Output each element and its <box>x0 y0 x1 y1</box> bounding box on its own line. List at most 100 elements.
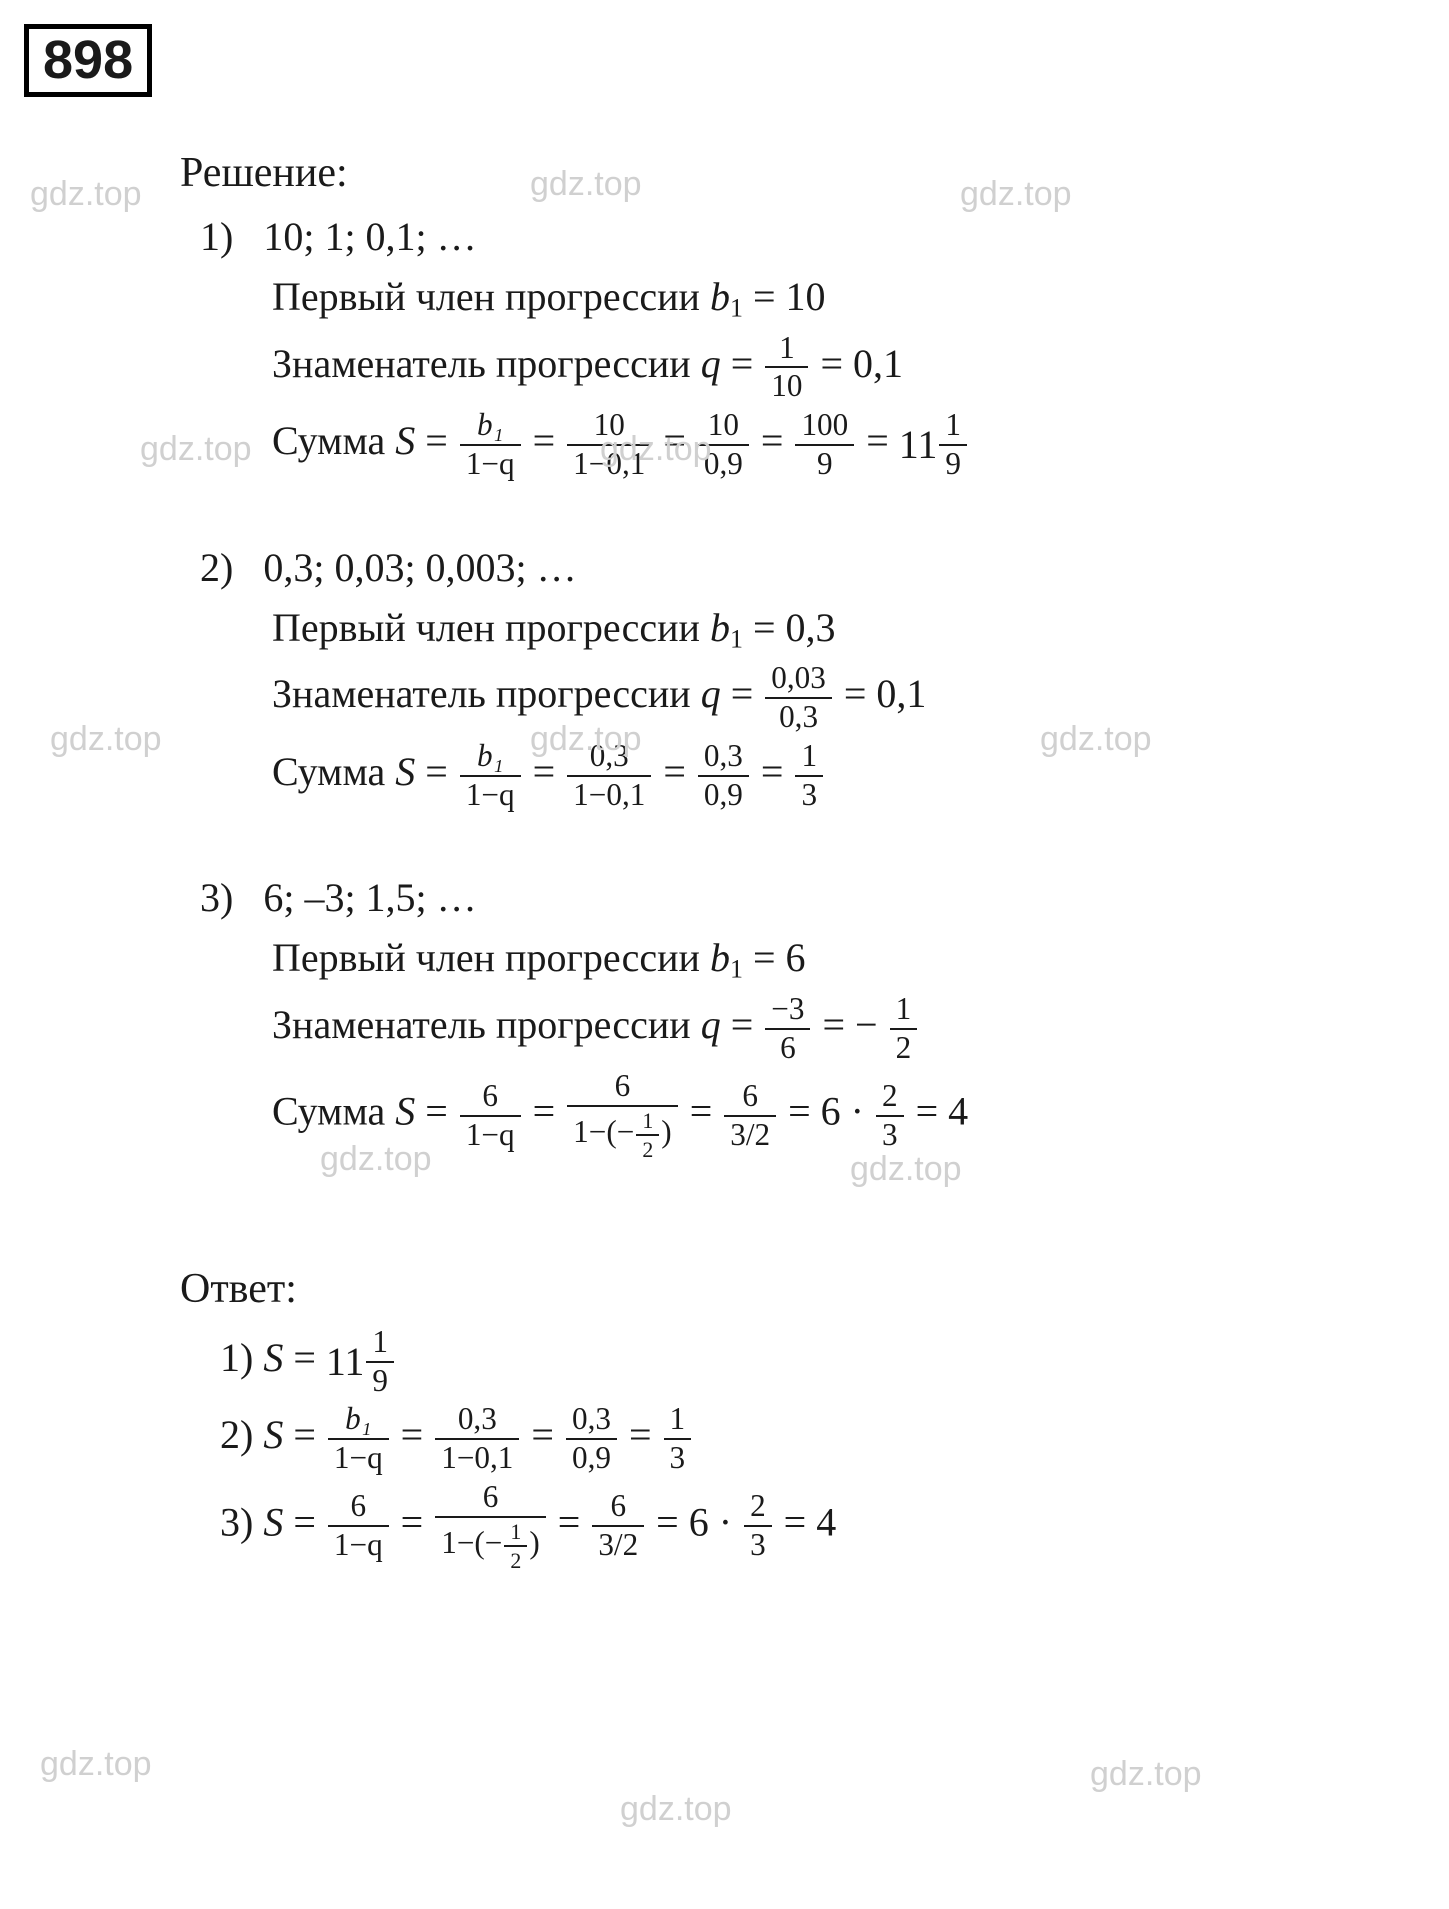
solution-item-3: 3) 6; –3; 1,5; … Первый член прогрессии … <box>200 871 1419 1161</box>
final-result: = 4 <box>916 1089 969 1134</box>
fraction-den: 6 <box>765 1030 810 1065</box>
answer-block: Ответ: 1) S = 1119 2) S = b₁1−q = 0,31−0… <box>180 1261 1419 1571</box>
b1-value: = 0,3 <box>753 605 836 650</box>
b1-var: b <box>710 274 730 319</box>
fraction-den: 1−q <box>328 1440 389 1475</box>
eq: = <box>731 341 764 386</box>
fraction-num: 1 <box>765 332 808 369</box>
fraction-num: b₁ <box>345 1401 371 1436</box>
answer-list: 1) S = 1119 2) S = b₁1−q = 0,31−0,1 = 0,… <box>220 1326 1419 1572</box>
fraction-num: −3 <box>765 993 810 1030</box>
fraction-num: 0,03 <box>765 662 832 699</box>
fraction-den: 1−(−12) <box>567 1107 678 1161</box>
final-result: = 4 <box>784 1499 837 1544</box>
fraction: 100,9 <box>698 409 749 481</box>
fraction-den: 1−0,1 <box>435 1440 519 1475</box>
s-var: S <box>395 1089 415 1134</box>
fraction-num: 6 <box>567 1070 678 1107</box>
fraction-den: 3/2 <box>592 1527 644 1562</box>
first-term-text: Первый член прогрессии <box>272 935 710 980</box>
fraction-num: 6 <box>435 1481 546 1518</box>
fraction-num: 2 <box>744 1490 772 1527</box>
eq: = <box>731 1002 764 1047</box>
b1-value: = 10 <box>753 274 826 319</box>
fraction: 6 1−(−12) <box>567 1070 678 1161</box>
watermark: gdz.top <box>50 720 162 759</box>
q-var: q <box>701 341 721 386</box>
fraction-den: 3 <box>876 1117 904 1152</box>
fraction-num: 6 <box>328 1490 389 1527</box>
fraction-den: 1−q <box>328 1527 389 1562</box>
fraction-den: 0,3 <box>765 699 832 734</box>
fraction-num: 0,3 <box>567 740 651 777</box>
problem-number-box: 898 <box>24 24 152 97</box>
b1-sub: 1 <box>730 294 743 323</box>
fraction: 0,31−0,1 <box>567 740 651 812</box>
s-var: S <box>395 418 415 463</box>
page: gdz.top gdz.top gdz.top gdz.top gdz.top … <box>0 0 1449 1909</box>
paren-close: ) <box>661 1114 671 1149</box>
item-number: 2) <box>200 545 233 590</box>
q-result: = 0,1 <box>820 341 903 386</box>
paren-close: ) <box>529 1525 539 1560</box>
q-var: q <box>701 1002 721 1047</box>
dot-product: = 6 · <box>656 1499 742 1544</box>
fraction: b₁1−q <box>460 409 521 481</box>
solution-item-2: 2) 0,3; 0,03; 0,003; … Первый член прогр… <box>200 541 1419 812</box>
b1-sub: 1 <box>730 955 743 984</box>
fraction: 12 <box>890 993 918 1065</box>
fraction: 19 <box>939 409 967 481</box>
watermark: gdz.top <box>30 175 142 214</box>
fraction-den: 3 <box>664 1440 692 1475</box>
fraction-num: 0,3 <box>698 740 749 777</box>
denominator-text: Знаменатель прогрессии <box>272 671 701 716</box>
fraction-den: 2 <box>504 1547 527 1572</box>
fraction-den: 2 <box>636 1136 659 1161</box>
sum-label: Сумма <box>272 418 395 463</box>
fraction-den: 3/2 <box>724 1117 776 1152</box>
sum-label: Сумма <box>272 1089 395 1134</box>
fraction-den: 0,9 <box>698 777 749 812</box>
fraction-num: b₁ <box>477 407 503 442</box>
fraction-num: 1 <box>890 993 918 1030</box>
eq-text: = − <box>822 1002 877 1047</box>
q-var: q <box>701 671 721 716</box>
fraction-num: 0,3 <box>566 1403 617 1440</box>
watermark: gdz.top <box>1090 1755 1202 1794</box>
b1-value: = 6 <box>753 935 806 980</box>
mixed-int: 11 <box>326 1339 365 1384</box>
answer-number: 2) <box>220 1412 263 1457</box>
fraction: 1009 <box>795 409 854 481</box>
fraction: −36 <box>765 993 810 1065</box>
fraction: 61−q <box>460 1080 521 1152</box>
fraction-num: 1 <box>636 1109 659 1136</box>
s-var: S <box>263 1412 283 1457</box>
fraction-den: 0,9 <box>566 1440 617 1475</box>
fraction-den: 1−0,1 <box>567 777 651 812</box>
fraction: 101−0,1 <box>567 409 651 481</box>
fraction: 13 <box>795 740 823 812</box>
s-var: S <box>263 1499 283 1544</box>
dot-product: = 6 · <box>788 1089 874 1134</box>
fraction: 6 1−(−12) <box>435 1481 546 1572</box>
b1-var: b <box>710 935 730 980</box>
fraction-den: 1−(−12) <box>435 1518 546 1572</box>
fraction-num: 0,3 <box>435 1403 519 1440</box>
first-term-text: Первый член прогрессии <box>272 605 710 650</box>
fraction-den: 9 <box>939 446 967 481</box>
fraction: b₁1−q <box>460 740 521 812</box>
fraction-num: 1 <box>504 1520 527 1547</box>
fraction-den: 9 <box>795 446 854 481</box>
fraction-den: 9 <box>366 1363 394 1398</box>
fraction-den: 1−0,1 <box>567 446 651 481</box>
fraction: 0,30,9 <box>566 1403 617 1475</box>
fraction-num: 6 <box>592 1490 644 1527</box>
fraction: 63/2 <box>724 1080 776 1152</box>
fraction-den: 0,9 <box>698 446 749 481</box>
fraction-num: 6 <box>724 1080 776 1117</box>
solution-content: Решение: 1) 10; 1; 0,1; … Первый член пр… <box>180 145 1419 1571</box>
fraction-num: 1 <box>664 1403 692 1440</box>
fraction-den: 3 <box>744 1527 772 1562</box>
paren-open: 1−(− <box>573 1114 634 1149</box>
fraction-den: 1−q <box>460 777 521 812</box>
